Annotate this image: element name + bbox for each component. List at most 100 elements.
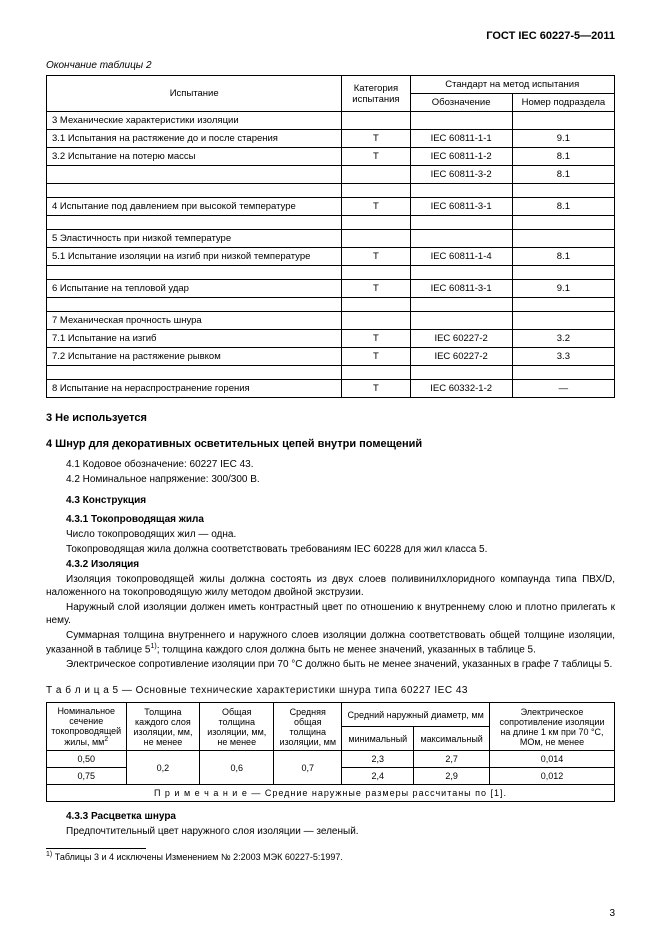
t2-cell-designation [410,112,512,130]
t5-h-c2: Толщина каждого слоя изоляции, мм, не ме… [126,703,200,751]
t2-header-category: Категория испытания [342,76,410,112]
t5-cell: 2,3 [342,751,414,768]
table-row-spacer [47,366,615,380]
table-row-spacer [47,216,615,230]
document-header: ГОСТ IEC 60227-5—2011 [46,30,615,42]
t2-cell-designation: IEC 60811-3-1 [410,280,512,298]
t2-header-test: Испытание [47,76,342,112]
clause-4-3-2-p1: Изоляция токопроводящей жилы должна сост… [46,573,615,599]
t5-h-c1-text: Номинальное сечение токопроводящей жилы,… [51,706,121,747]
clause-4-3-1-title: 4.3.1 Токопроводящая жила [46,513,615,526]
table-row: 3.1 Испытания на растяжение до и после с… [47,130,615,148]
table5-caption: Т а б л и ц а 5 — Основные технические х… [46,685,615,696]
t2-cell-subclause: 9.1 [512,130,614,148]
t2-cell-subclause: 8.1 [512,248,614,266]
t5-cell: 0,012 [490,768,615,785]
t2-spacer-cell [512,366,614,380]
t2-spacer-cell [410,298,512,312]
t2-spacer-cell [410,184,512,198]
t2-cell-category: Т [342,248,410,266]
t2-spacer-cell [342,184,410,198]
table-row: 7 Механическая прочность шнура [47,312,615,330]
t2-cell-category: Т [342,330,410,348]
t2-spacer-cell [410,266,512,280]
t5-row-1: 0,50 0,2 0,6 0,7 2,3 2,7 0,014 [47,751,615,768]
t2-cell-test: 8 Испытание на нераспространение горения [47,380,342,398]
table-row: 5.1 Испытание изоляции на изгиб при низк… [47,248,615,266]
t5-cell: 0,014 [490,751,615,768]
table-row: 7.1 Испытание на изгибТIEC 60227-23.2 [47,330,615,348]
section-3-title: 3 Не используется [46,412,615,424]
t2-cell-designation: IEC 60811-1-1 [410,130,512,148]
table-row: 3 Механические характеристики изоляции [47,112,615,130]
footnote: 1) Таблицы 3 и 4 исключены Изменением № … [46,851,615,862]
t2-cell-subclause: 8.1 [512,166,614,184]
t2-spacer-cell [512,266,614,280]
t2-cell-designation: IEC 60811-1-2 [410,148,512,166]
table-row: 6 Испытание на тепловой ударТIEC 60811-3… [47,280,615,298]
table-row: 8 Испытание на нераспространение горения… [47,380,615,398]
t2-cell-test: 7.2 Испытание на растяжение рывком [47,348,342,366]
t2-cell-category [342,166,410,184]
t2-spacer-cell [47,184,342,198]
t5-note-label: П р и м е ч а н и е [154,788,248,798]
t2-spacer-cell [47,216,342,230]
clause-4-3-2-title: 4.3.2 Изоляция [46,558,615,571]
t2-cell-category: Т [342,148,410,166]
t2-cell-designation [410,312,512,330]
t2-cell-subclause: 3.3 [512,348,614,366]
footnote-text: Таблицы 3 и 4 исключены Изменением № 2:2… [52,852,343,862]
t5-h-c6: Электрическое сопротивление изоляции на … [490,703,615,751]
t2-spacer-cell [512,298,614,312]
clause-4-2: 4.2 Номинальное напряжение: 300/300 В. [46,473,615,486]
t2-cell-category: Т [342,130,410,148]
t5-h-c5b: максимальный [414,727,490,751]
table-row: 3.2 Испытание на потерю массыТIEC 60811-… [47,148,615,166]
t2-cell-test: 3.2 Испытание на потерю массы [47,148,342,166]
clause-4-3-2-p2: Наружный слой изоляции должен иметь конт… [46,601,615,627]
t2-cell-subclause [512,112,614,130]
t2-cell-subclause: 9.1 [512,280,614,298]
t5-note-text: — Средние наружные размеры рассчитаны по… [248,788,507,798]
t5-cell: 0,2 [126,751,200,785]
t2-cell-subclause: — [512,380,614,398]
t2-cell-category [342,230,410,248]
t2-cell-test: 5 Эластичность при низкой температуре [47,230,342,248]
clause-4-3-1-p2: Токопроводящая жила должна соответствова… [46,543,615,556]
table-row: 4 Испытание под давлением при высокой те… [47,198,615,216]
clause-4-3-3-p1: Предпочтительный цвет наружного слоя изо… [46,825,615,838]
t2-cell-test: 3.1 Испытания на растяжение до и после с… [47,130,342,148]
page: ГОСТ IEC 60227-5—2011 Окончание таблицы … [0,0,661,935]
t2-cell-category: Т [342,198,410,216]
table-row-spacer [47,298,615,312]
t5-cell: 0,50 [47,751,127,768]
clause-4-3-3-title: 4.3.3 Расцветка шнура [46,810,615,823]
t2-cell-subclause [512,312,614,330]
t5-cell: 2,7 [414,751,490,768]
t5-cell: 0,75 [47,768,127,785]
clause-4-3-2-p4: Электрическое сопротивление изоляции при… [46,658,615,671]
t2-cell-test: 7 Механическая прочность шнура [47,312,342,330]
t2-spacer-cell [47,366,342,380]
clause-4-3-2-p3b: ; толщина каждого слоя должна быть не ме… [157,644,536,655]
t2-cell-subclause [512,230,614,248]
t2-cell-category: Т [342,380,410,398]
t2-cell-designation: IEC 60811-1-4 [410,248,512,266]
t5-cell: 2,9 [414,768,490,785]
t2-cell-designation: IEC 60227-2 [410,348,512,366]
t2-cell-category [342,312,410,330]
t2-spacer-cell [342,216,410,230]
t2-cell-test [47,166,342,184]
t2-spacer-cell [342,366,410,380]
t2-header-standard-group: Стандарт на метод испытания [410,76,614,94]
t2-spacer-cell [47,298,342,312]
clause-4-3-title: 4.3 Конструкция [46,494,615,507]
t2-cell-category [342,112,410,130]
table-row: 5 Эластичность при низкой температуре [47,230,615,248]
t5-cell: 2,4 [342,768,414,785]
t5-cell: 0,7 [274,751,342,785]
t5-h-c5: Средний наружный диаметр, мм [342,703,490,727]
t2-spacer-cell [47,266,342,280]
t2-cell-designation: IEC 60811-3-1 [410,198,512,216]
t2-spacer-cell [342,298,410,312]
